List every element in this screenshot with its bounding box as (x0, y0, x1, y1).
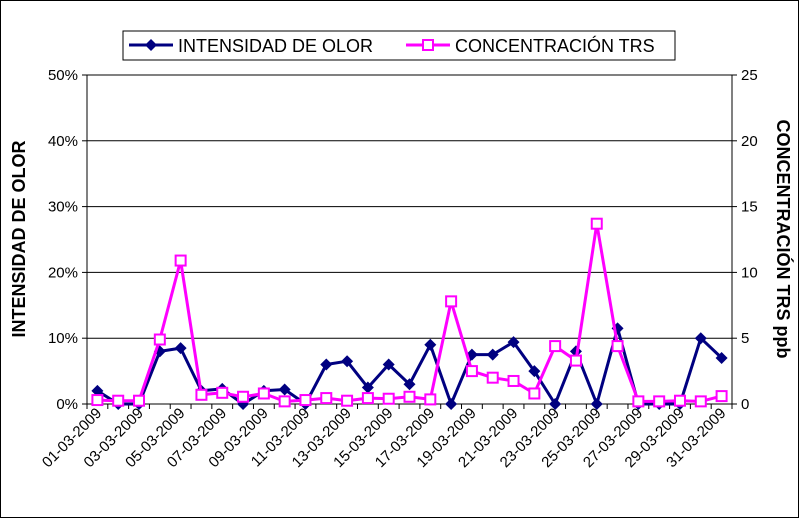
plot-area-border (86, 74, 733, 405)
data-point (278, 383, 291, 396)
right-axis-title: CONCENTRACIÓN TRS ppb (773, 120, 794, 359)
data-point (382, 392, 395, 405)
data-point (361, 392, 374, 405)
data-point (715, 351, 728, 364)
data-point (673, 394, 686, 407)
data-point (341, 394, 354, 407)
data-point (216, 386, 229, 399)
data-point (715, 390, 728, 403)
left-tick-label: 50% (48, 67, 78, 84)
data-point (361, 381, 374, 394)
series-layer (91, 217, 728, 410)
data-point (528, 387, 541, 400)
data-point (694, 332, 707, 345)
left-axis-title: INTENSIDAD DE OLOR (9, 140, 29, 337)
data-point (278, 395, 291, 408)
data-point (320, 392, 333, 405)
data-point (257, 387, 270, 400)
legend-label-trs: CONCENTRACIÓN TRS (455, 35, 655, 56)
data-point (91, 394, 104, 407)
left-tick-label: 40% (48, 133, 78, 150)
data-point (174, 342, 187, 355)
left-tick-label: 20% (48, 264, 78, 281)
data-point (320, 358, 333, 371)
right-tick-label: 25 (741, 67, 758, 84)
right-tick-label: 20 (741, 133, 758, 150)
data-point (653, 395, 666, 408)
data-point (195, 388, 208, 401)
data-point (507, 374, 520, 387)
data-point (549, 340, 562, 353)
data-point (237, 390, 250, 403)
data-point (403, 390, 416, 403)
legend-label-intensidad: INTENSIDAD DE OLOR (178, 36, 373, 56)
left-tick-label: 10% (48, 330, 78, 347)
series-line-1 (97, 222, 722, 403)
x-axis-ticks: 01-03-200903-03-200905-03-200907-03-2009… (39, 404, 733, 471)
data-point (424, 338, 437, 351)
legend-box (122, 30, 676, 61)
data-point (153, 333, 166, 346)
data-point (382, 358, 395, 371)
data-point (341, 355, 354, 368)
right-tick-label: 0 (741, 396, 749, 413)
data-point (403, 378, 416, 391)
legend-marker-intensidad (145, 39, 157, 51)
data-point (133, 394, 146, 407)
data-point (299, 394, 312, 407)
gridlines (87, 140, 732, 339)
left-tick-label: 30% (48, 199, 78, 216)
right-tick-label: 5 (741, 330, 749, 347)
right-axis-ticks: 0 5 10 15 20 25 (732, 67, 758, 413)
data-point (694, 395, 707, 408)
data-point (569, 354, 582, 367)
left-axis-ticks: 0% 10% 20% 30% 40% 50% (48, 67, 87, 413)
data-point (590, 398, 603, 410)
data-point (91, 384, 104, 397)
data-point (507, 336, 520, 349)
right-tick-label: 10 (741, 264, 758, 281)
data-point (445, 295, 458, 308)
data-point (174, 254, 187, 267)
data-point (590, 217, 603, 230)
data-point (445, 398, 458, 410)
data-point (549, 398, 562, 410)
legend: INTENSIDAD DE OLOR CONCENTRACIÓN TRS (122, 30, 676, 61)
data-point (424, 393, 437, 406)
data-point (632, 395, 645, 408)
left-tick-label: 0% (56, 396, 78, 413)
data-point (611, 340, 624, 353)
data-point (465, 365, 478, 378)
data-point (486, 348, 499, 361)
data-point (486, 371, 499, 384)
legend-marker-trs (422, 39, 434, 51)
data-point (528, 365, 541, 378)
data-point (112, 394, 125, 407)
right-tick-label: 15 (741, 199, 758, 216)
